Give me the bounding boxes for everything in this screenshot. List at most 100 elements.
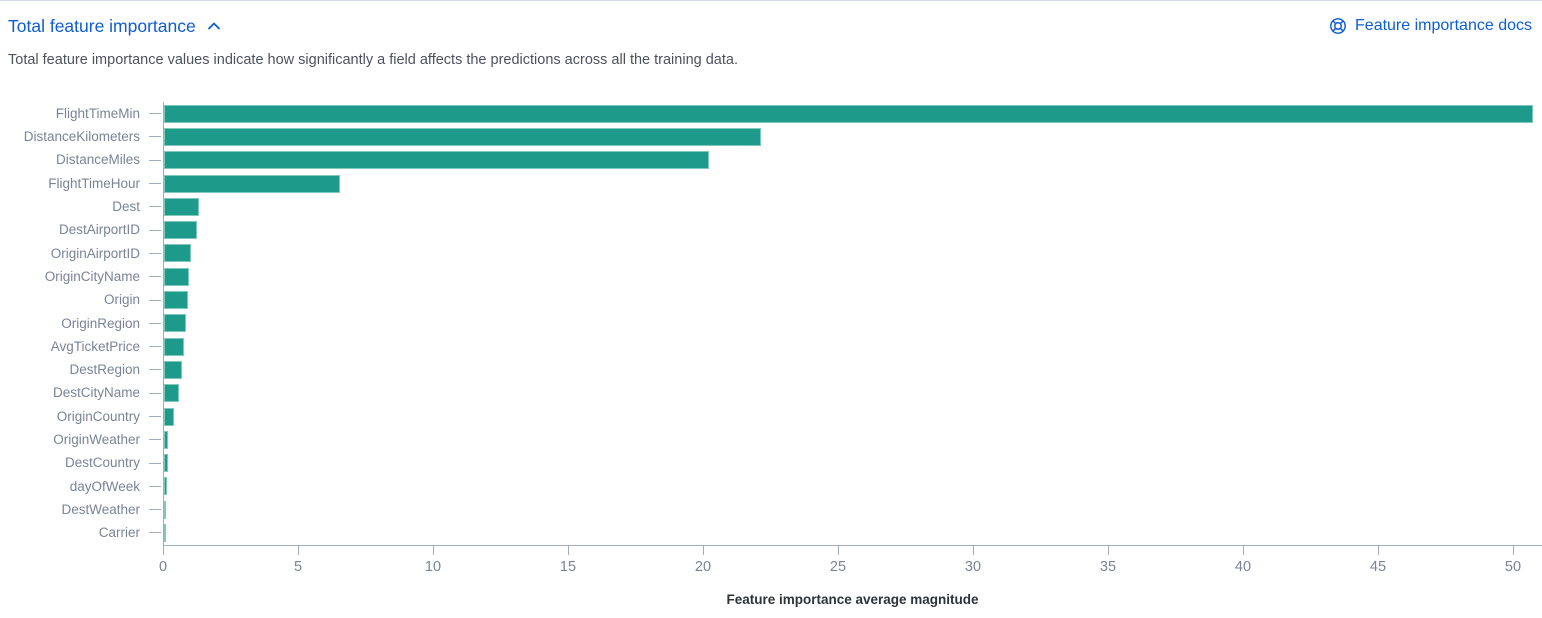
importance-bar[interactable] — [164, 430, 169, 449]
x-axis-tick-label: 15 — [559, 558, 577, 575]
x-axis-tick — [298, 545, 299, 555]
importance-bar[interactable] — [164, 523, 166, 542]
x-axis-tick-label: 30 — [964, 558, 982, 575]
chart-row: DestWeather — [0, 498, 1542, 522]
x-axis-tick — [1378, 545, 1379, 555]
importance-bar[interactable] — [164, 127, 761, 146]
y-axis-category-label: DestAirportID — [58, 222, 140, 238]
y-axis-tick — [140, 358, 163, 381]
importance-bar[interactable] — [164, 477, 167, 496]
chart-rows: FlightTimeMin DistanceKilometers DistanceM… — [0, 102, 1542, 545]
y-axis-category-label: Origin — [103, 292, 140, 308]
plot-area-row — [163, 451, 1542, 475]
total-feature-importance-chart: FlightTimeMin DistanceKilometers DistanceM… — [0, 102, 1542, 607]
y-axis-tick — [140, 428, 163, 451]
docs-link-label: Feature importance docs — [1355, 17, 1532, 34]
chart-row: OriginCityName — [0, 265, 1542, 289]
x-axis-tick — [568, 545, 569, 555]
importance-bar[interactable] — [164, 384, 179, 403]
y-axis-category-label: OriginAirportID — [50, 245, 140, 261]
importance-bar[interactable] — [164, 151, 710, 170]
chart-row: FlightTimeHour — [0, 171, 1542, 196]
plot-area-row — [163, 381, 1542, 405]
chart-row: dayOfWeek — [0, 474, 1542, 499]
x-axis-tick — [838, 545, 839, 555]
plot-area-row — [163, 474, 1542, 499]
y-axis-category-label: Dest — [112, 199, 140, 215]
y-axis-category-label: dayOfWeek — [69, 478, 140, 494]
chart-row: DestCountry — [0, 451, 1542, 475]
importance-bar[interactable] — [164, 267, 190, 286]
y-axis-category-label: OriginRegion — [61, 315, 140, 331]
importance-bar[interactable] — [164, 291, 189, 310]
x-axis-tick-label: 10 — [424, 558, 442, 575]
x-axis-tick — [1513, 545, 1514, 555]
y-axis-tick-dash — [149, 183, 161, 185]
x-axis-tick-label: 45 — [1369, 558, 1387, 575]
importance-bar[interactable] — [164, 337, 185, 356]
y-axis-tick — [140, 498, 163, 521]
y-axis-tick-dash — [149, 136, 161, 138]
y-axis-tick-dash — [149, 299, 161, 301]
plot-area-row — [163, 148, 1542, 172]
y-axis-tick-dash — [149, 439, 161, 441]
plot-area-row — [163, 265, 1542, 289]
y-axis-tick — [140, 172, 163, 195]
chart-row: FlightTimeMin — [0, 102, 1542, 126]
chart-row: OriginCountry — [0, 404, 1542, 429]
y-axis-category-label: DistanceKilometers — [23, 129, 140, 145]
chart-row: DestCityName — [0, 381, 1542, 405]
y-axis-tick — [140, 218, 163, 241]
y-axis-tick-dash — [149, 276, 161, 278]
importance-bar[interactable] — [164, 500, 167, 519]
chart-row: DistanceKilometers — [0, 125, 1542, 149]
y-axis-tick — [140, 265, 163, 288]
importance-bar[interactable] — [164, 407, 174, 426]
chart-row: DestAirportID — [0, 218, 1542, 242]
y-axis-category-label: DistanceMiles — [55, 152, 140, 168]
x-axis-tick — [703, 545, 704, 555]
plot-area-row — [163, 241, 1542, 266]
lifebuoy-help-icon — [1329, 17, 1347, 35]
y-axis-tick — [140, 102, 163, 125]
y-axis-category-label: AvgTicketPrice — [50, 338, 140, 354]
section-description: Total feature importance values indicate… — [8, 52, 738, 68]
y-axis-tick — [140, 405, 163, 428]
importance-bar[interactable] — [164, 360, 183, 379]
plot-area-row — [163, 404, 1542, 429]
chart-row: Dest — [0, 195, 1542, 219]
y-axis-tick-dash — [149, 369, 161, 371]
plot-area-row — [163, 218, 1542, 242]
chart-row: OriginAirportID — [0, 241, 1542, 266]
y-axis-tick — [140, 382, 163, 405]
importance-bar[interactable] — [164, 454, 168, 473]
y-axis-tick — [140, 451, 163, 474]
y-axis-tick-dash — [149, 159, 161, 161]
chart-row: DistanceMiles — [0, 148, 1542, 172]
importance-bar[interactable] — [164, 197, 200, 216]
importance-bar[interactable] — [164, 314, 187, 333]
plot-area-row — [163, 311, 1542, 335]
plot-area-row — [163, 358, 1542, 382]
y-axis-tick-dash — [149, 252, 161, 254]
total-feature-importance-toggle[interactable]: Total feature importance — [8, 14, 222, 38]
y-axis-tick-dash — [149, 416, 161, 417]
importance-bar[interactable] — [164, 174, 340, 193]
y-axis-category-label: Carrier — [98, 525, 140, 541]
x-axis-tick — [433, 545, 434, 555]
y-axis-tick-dash — [149, 392, 161, 394]
importance-bar[interactable] — [164, 104, 1533, 123]
importance-bar[interactable] — [164, 221, 197, 240]
y-axis-tick — [140, 475, 163, 498]
chart-row: OriginRegion — [0, 311, 1542, 335]
plot-area-row — [163, 171, 1542, 196]
y-axis-tick — [140, 288, 163, 311]
importance-bar[interactable] — [164, 244, 191, 263]
x-axis-tick-label: 20 — [694, 558, 712, 575]
plot-area-row — [163, 288, 1542, 312]
x-axis-tick-label: 25 — [829, 558, 847, 575]
panel-header: Total feature importance Feature importa… — [0, 1, 1542, 38]
y-axis-category-label: OriginCityName — [44, 268, 140, 284]
feature-importance-docs-link[interactable]: Feature importance docs — [1329, 14, 1532, 38]
